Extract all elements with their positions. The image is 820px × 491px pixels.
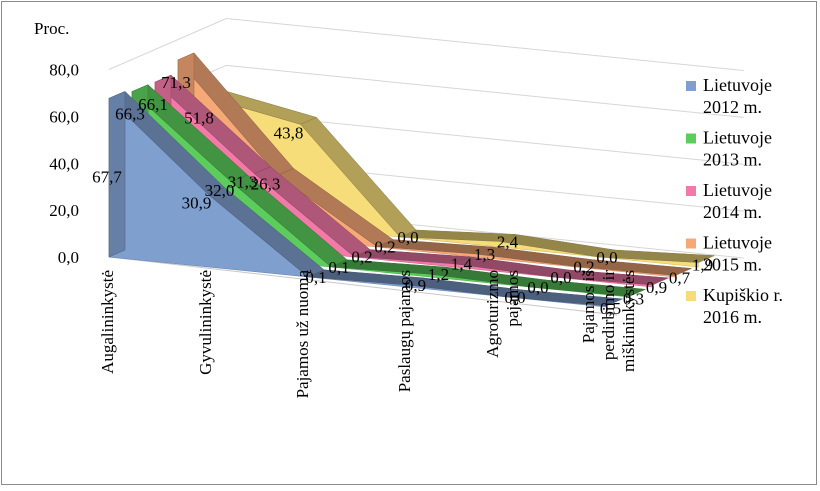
data-label: 0,0 bbox=[550, 268, 571, 287]
legend-label: 2015 m. bbox=[703, 255, 762, 275]
data-label: 0,5 bbox=[600, 299, 621, 318]
legend-swatch bbox=[686, 291, 696, 301]
legend-label: Lietuvoje bbox=[703, 75, 772, 95]
data-label: 0,1 bbox=[305, 268, 326, 287]
data-label: 30,9 bbox=[182, 194, 212, 213]
x-category-line: miškininkystės bbox=[619, 270, 638, 372]
legend-swatch bbox=[686, 133, 696, 144]
data-label: 1,9 bbox=[692, 256, 713, 275]
data-label: 0,0 bbox=[397, 228, 418, 247]
data-label: 32,0 bbox=[205, 181, 235, 200]
series-top-face bbox=[506, 289, 623, 307]
legend-label: 2014 m. bbox=[703, 202, 762, 222]
data-label: 0,2 bbox=[351, 248, 372, 267]
data-label: 0,3 bbox=[623, 289, 644, 308]
data-label: 2,4 bbox=[497, 232, 519, 251]
data-label: 43,8 bbox=[274, 123, 304, 142]
y-axis-label: Proc. bbox=[34, 19, 69, 38]
data-label: 0,7 bbox=[669, 268, 691, 287]
data-label: 71,3 bbox=[161, 73, 191, 92]
legend-swatch bbox=[686, 81, 696, 91]
x-category-line: Agroturizmo bbox=[483, 270, 502, 358]
data-label: 51,8 bbox=[184, 109, 214, 128]
data-label: 0,0 bbox=[527, 278, 548, 297]
data-label: 31,3 bbox=[228, 173, 258, 192]
x-category-label: Pajamos iš perdirbimo ir miškininkystės bbox=[579, 270, 638, 372]
x-category-line: Pajamos iš bbox=[579, 270, 598, 344]
data-label: 0,9 bbox=[405, 276, 426, 295]
legend-label: 2012 m. bbox=[703, 97, 762, 117]
legend-label: 2013 m. bbox=[703, 150, 762, 170]
floor-edge bbox=[108, 256, 618, 316]
x-category-label: Pajamos už nuomą bbox=[293, 270, 312, 399]
legend-swatch bbox=[686, 186, 696, 196]
y-tick-label: 80,0 bbox=[49, 61, 79, 80]
data-label: 0,2 bbox=[573, 258, 594, 277]
series-top-face bbox=[598, 249, 715, 263]
x-category-label: Paslaugų pajamos bbox=[395, 270, 414, 392]
legend-swatch bbox=[686, 238, 696, 249]
gridline bbox=[108, 17, 744, 71]
data-label: 1,3 bbox=[474, 245, 495, 264]
series-top-face bbox=[529, 279, 647, 297]
legend-label: Lietuvoje bbox=[703, 233, 772, 253]
data-label: 0,2 bbox=[374, 238, 395, 257]
x-category-line: Pajamos už nuomą bbox=[293, 270, 312, 399]
data-label: 66,3 bbox=[115, 105, 145, 124]
data-label: 1,2 bbox=[428, 265, 449, 284]
legend-label: 2016 m. bbox=[703, 307, 762, 327]
series-1-area bbox=[108, 91, 623, 308]
x-category-line: Augalininkystė bbox=[98, 270, 117, 374]
data-label: 0,0 bbox=[504, 288, 525, 307]
data-label-layer: 67,7 30,9 0,1 0,9 0,0 0,5 66,3 32,0 0,1 1,2 0,0 0,3… bbox=[92, 73, 713, 318]
x-category-label: Gyvulininkystė bbox=[196, 270, 215, 375]
data-label: 0,1 bbox=[328, 258, 349, 277]
x-category-line: Paslaugų pajamos bbox=[395, 270, 414, 392]
legend-label: Lietuvoje bbox=[703, 128, 772, 148]
y-tick-label: 60,0 bbox=[49, 107, 79, 126]
x-category-label: Augalininkystė bbox=[98, 270, 117, 374]
series-layer bbox=[108, 52, 715, 308]
legend-label: Kupiškio r. bbox=[703, 285, 783, 305]
data-label: 1,4 bbox=[451, 255, 473, 274]
x-category-line: pajamos bbox=[503, 270, 522, 327]
series-end-cap bbox=[108, 91, 126, 258]
series-top-face bbox=[552, 269, 669, 286]
data-label: 66,1 bbox=[138, 95, 168, 114]
y-tick-label: 20,0 bbox=[49, 201, 79, 220]
x-category-line: perdirbimo ir bbox=[599, 270, 618, 361]
y-tick-label: 40,0 bbox=[49, 154, 79, 173]
series-top-face bbox=[575, 259, 692, 276]
y-tick-label: 0,0 bbox=[58, 248, 79, 267]
legend-label: Lietuvoje bbox=[703, 180, 772, 200]
data-label: 0,0 bbox=[596, 248, 617, 267]
x-category-line: Gyvulininkystė bbox=[196, 270, 215, 375]
data-label: 67,7 bbox=[92, 167, 122, 186]
data-label: 0,9 bbox=[646, 278, 667, 297]
axis-layer: 0,0 20,0 40,0 60,0 80,0 Proc. Augalininkystė Gy… bbox=[34, 19, 638, 398]
data-label: 26,3 bbox=[251, 174, 281, 193]
x-category-label: Agroturizmo pajamos bbox=[483, 270, 522, 358]
